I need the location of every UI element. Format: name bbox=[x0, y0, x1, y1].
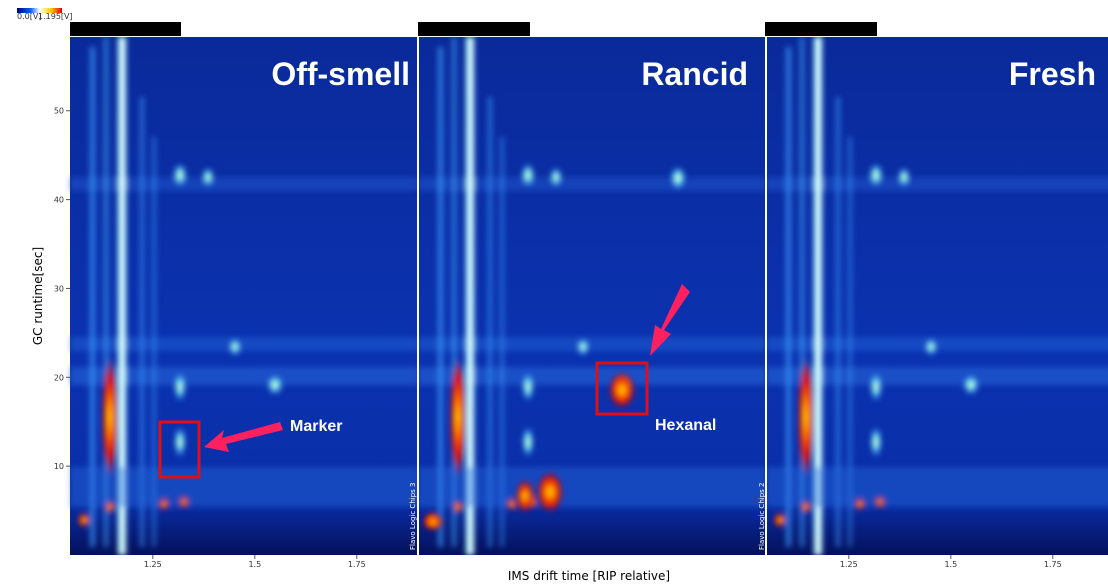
arrow bbox=[650, 284, 690, 356]
panel bbox=[766, 37, 1108, 555]
panel bbox=[70, 37, 418, 555]
colorbar bbox=[17, 8, 62, 13]
arrow bbox=[204, 422, 283, 452]
highlight-box bbox=[158, 420, 201, 479]
side-label: Flavo Logic Chips 3 bbox=[409, 483, 417, 550]
side-label: Flavo Logic Chips 2 bbox=[758, 483, 766, 550]
x-axis-label: IMS drift time [RIP relative] bbox=[508, 569, 670, 583]
x-tick-label: 1.75 bbox=[1044, 560, 1062, 569]
y-tick-label: 30 bbox=[54, 284, 64, 293]
x-tick-label: 1.75 bbox=[348, 560, 366, 569]
x-tick-label: 1.25 bbox=[840, 560, 858, 569]
panel-title: Fresh bbox=[1009, 56, 1096, 92]
panel bbox=[418, 37, 766, 555]
highlight-box bbox=[595, 361, 649, 416]
colorbar-max: 1.195[V] bbox=[38, 12, 73, 21]
annotation: Marker bbox=[290, 418, 342, 435]
top-bar bbox=[70, 22, 181, 36]
x-tick-label: 1.25 bbox=[144, 560, 162, 569]
y-tick-label: 40 bbox=[54, 196, 64, 205]
y-tick-label: 10 bbox=[54, 462, 64, 471]
colorbar-min: 0.0[V] bbox=[17, 12, 41, 21]
panel-title: Off-smell bbox=[271, 56, 410, 92]
panel-title: Rancid bbox=[641, 56, 748, 92]
x-tick-label: 1.5 bbox=[248, 560, 261, 569]
annotation: Hexanal bbox=[655, 417, 716, 434]
x-tick-label: 1.5 bbox=[944, 560, 957, 569]
y-tick-label: 50 bbox=[54, 107, 64, 116]
top-bar bbox=[765, 22, 877, 36]
y-axis-label: GC runtime[sec] bbox=[31, 247, 45, 345]
y-tick-label: 20 bbox=[54, 373, 64, 382]
top-bar bbox=[418, 22, 530, 36]
